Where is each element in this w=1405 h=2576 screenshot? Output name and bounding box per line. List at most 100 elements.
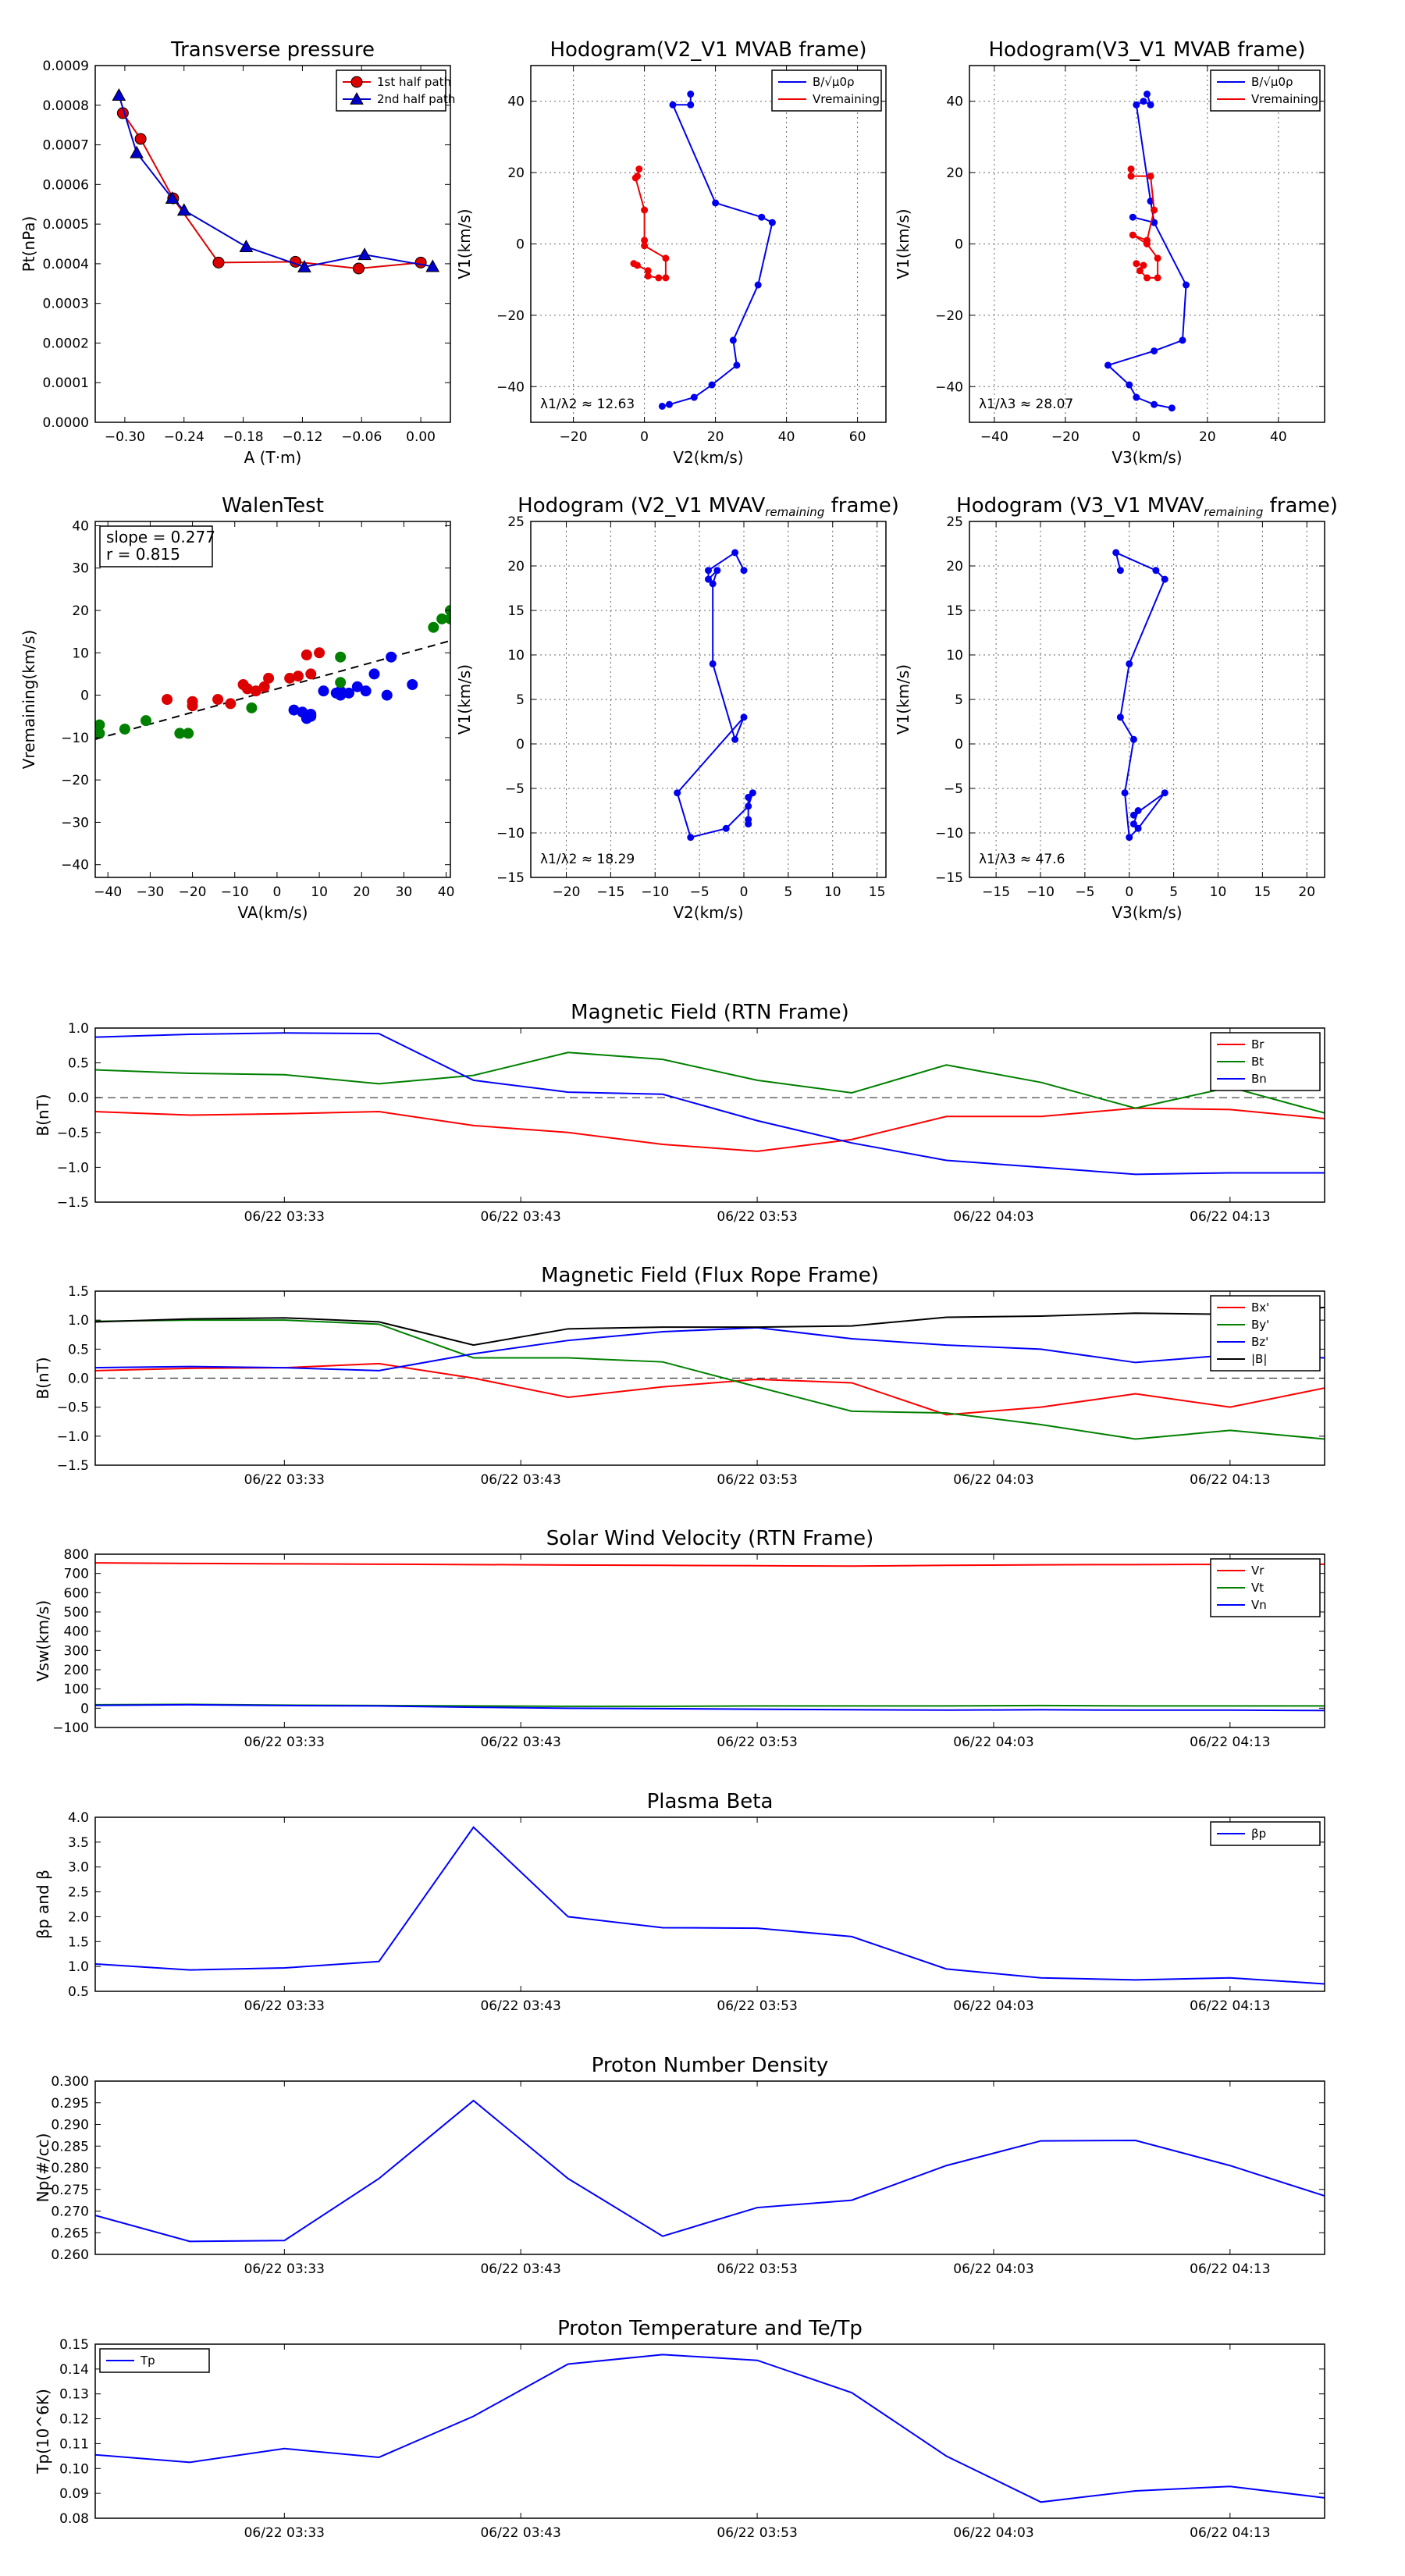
data-point-vremaining: [1129, 231, 1136, 239]
data-point-series-0: [1116, 713, 1124, 721]
plot-area: [95, 1032, 1325, 1176]
y-axis-label: Pt(nPa): [20, 216, 38, 272]
y-tick-label: −40: [935, 379, 963, 395]
y-tick-label: −15: [496, 870, 525, 886]
x-tick-label: −20: [179, 884, 207, 900]
y-tick-label: 200: [64, 1663, 89, 1678]
panel-solar-wind-velocity-rtn: 06/22 03:33 06/22 03:43 06/22 03:53 06/22 0…: [34, 1527, 1325, 1750]
legend-label-vremaining: Vremaining: [1251, 92, 1318, 106]
x-axis-label: A (T·m): [244, 448, 302, 467]
data-point-series-2: [335, 651, 347, 663]
x-tick-label: 06/22 04:13: [1190, 1209, 1270, 1225]
data-point-series-0: [1129, 820, 1137, 828]
x-tick-label: −15: [596, 884, 624, 900]
annotation-box: [99, 525, 213, 568]
y-tick-label: 0.0009: [43, 59, 89, 74]
y-tick-label: 20: [507, 559, 525, 575]
y-tick-label: 20: [946, 559, 963, 575]
x-tick-label: 06/22 03:33: [244, 1998, 325, 2014]
y-tick-label: 1.5: [68, 1934, 89, 1950]
data-point-series-2: [335, 677, 347, 688]
data-point-series-0: [1134, 807, 1142, 814]
x-axis-label: VA(km/s): [238, 903, 308, 922]
panel-proton-number-density: 06/22 03:33 06/22 03:43 06/22 03:53 06/22 0…: [34, 2054, 1325, 2277]
data-point-series-0: [1152, 567, 1160, 575]
legend-label-vr: Vr: [1251, 1564, 1264, 1578]
data-point-b-0-: [1126, 381, 1133, 389]
y-tick-label: 0.0004: [43, 257, 89, 272]
x-tick-label: 06/22 03:43: [480, 1735, 560, 1750]
legend-label--p: βp: [1251, 1827, 1266, 1841]
x-tick-label: 06/22 04:03: [953, 1998, 1033, 2014]
series-line-vn: [95, 1703, 1325, 1712]
y-tick-label: −30: [61, 815, 89, 831]
data-point-b-0-: [1179, 336, 1186, 344]
y-axis-label: V1(km/s): [455, 208, 474, 279]
legend-box: [1210, 69, 1321, 112]
y-tick-label: 1.0: [68, 1313, 89, 1329]
x-tick-label: 60: [849, 429, 866, 445]
legend-marker-1st-half-path: [350, 76, 363, 88]
series-line-bz-: [95, 1326, 1325, 1372]
y-tick-label: 25: [507, 514, 525, 530]
data-point-series-2: [445, 613, 450, 624]
legend-label-bz-: Bz': [1251, 1335, 1268, 1349]
data-point-series-0: [1126, 660, 1133, 667]
x-tick-label: −20: [560, 429, 588, 445]
data-point-b-0-: [687, 91, 695, 98]
y-axis-label: V1(km/s): [894, 664, 912, 735]
data-point-series-2: [183, 728, 194, 739]
data-point-vremaining: [1154, 274, 1161, 282]
data-point-vremaining: [655, 274, 663, 282]
x-tick-label: 06/22 03:43: [480, 1998, 560, 2014]
y-tick-label: 10: [72, 646, 89, 661]
x-tick-label: −40: [94, 884, 122, 900]
data-point-vremaining: [1144, 274, 1151, 282]
y-tick-label: −40: [61, 858, 89, 873]
x-tick-label: 20: [1199, 429, 1216, 445]
x-axis-label: V3(km/s): [1112, 903, 1182, 922]
x-tick-label: 0: [273, 884, 282, 900]
data-point-series-1: [360, 685, 372, 697]
x-tick-label: 06/22 03:33: [244, 2261, 325, 2277]
chart-title: Plasma Beta: [647, 1790, 774, 1813]
data-point-b-0-: [708, 381, 716, 389]
series-line-bt: [95, 1051, 1325, 1114]
data-point-vremaining: [1151, 206, 1158, 214]
data-point-b-0-: [1147, 101, 1154, 109]
legend-label-vt: Vt: [1251, 1581, 1264, 1595]
chart-title: Proton Number Density: [592, 2054, 829, 2077]
y-tick-label: −1.5: [57, 1458, 89, 1474]
x-tick-label: 40: [778, 429, 795, 445]
data-point-series-0: [749, 789, 756, 797]
x-tick-label: 06/22 04:13: [1190, 1735, 1270, 1750]
legend-label-vn: Vn: [1251, 1598, 1267, 1612]
x-tick-label: −10: [641, 884, 669, 900]
chart-title-main: Hodogram (V2_V1 MVAV: [518, 494, 765, 518]
x-tick-label: 06/22 03:43: [480, 1209, 560, 1225]
y-axis-label: B(nT): [34, 1094, 52, 1136]
x-tick-label: −20: [1051, 429, 1080, 445]
data-point-series-0: [212, 694, 224, 705]
data-point-b-0-: [1140, 98, 1147, 105]
legend-label-b-0-: B/√μ0ρ: [1251, 75, 1293, 89]
data-point-series-0: [745, 793, 752, 801]
chart-title-sub: remaining: [1204, 505, 1263, 519]
legend-label-tp: Tp: [140, 2354, 155, 2368]
x-tick-label: 0: [1132, 429, 1140, 445]
y-tick-label: 15: [507, 603, 525, 619]
y-axis-label: βp and β: [34, 1870, 52, 1939]
y-tick-label: −0.5: [57, 1400, 89, 1416]
data-point-series-0: [740, 713, 748, 721]
y-tick-label: 25: [946, 514, 963, 530]
x-tick-label: 10: [1210, 884, 1227, 900]
panel-hodogram-v3-v1-mvab: −40 −20 0 20 40 −40 −20 0 20 40 Hodogram(V3_V1 MVA…: [894, 38, 1325, 467]
y-tick-label: −1.0: [57, 1160, 89, 1176]
data-point-series-0: [731, 549, 739, 557]
y-tick-label: 0.0002: [43, 336, 89, 351]
x-tick-label: 15: [1254, 884, 1272, 900]
annotation: λ1/λ2 ≈ 12.63: [540, 397, 635, 412]
data-point-series-2: [246, 702, 258, 713]
y-tick-label: 1.5: [68, 1284, 89, 1300]
legend-marker-2nd-half-path: [350, 91, 364, 105]
